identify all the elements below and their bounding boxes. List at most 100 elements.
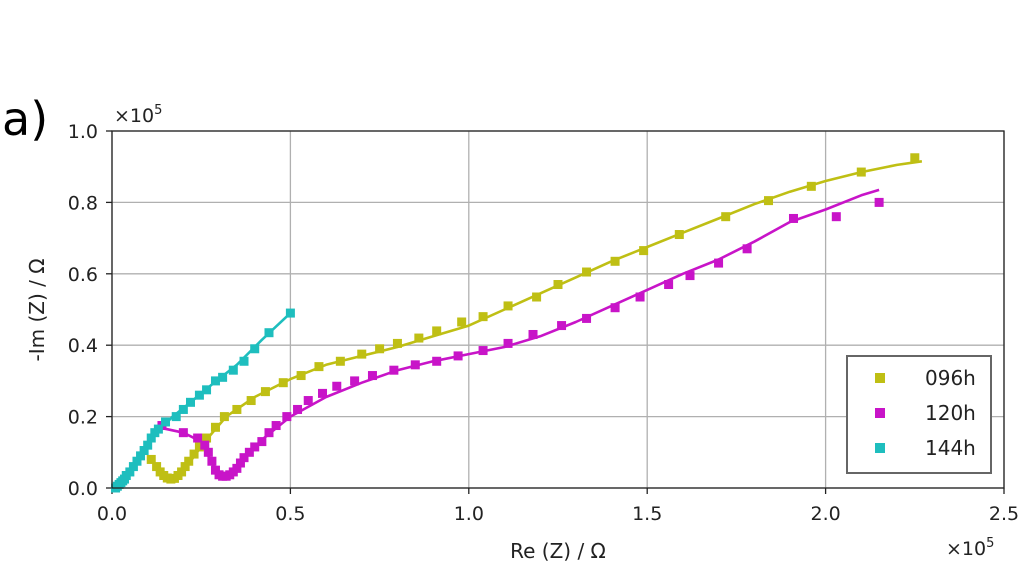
data-point-096h	[184, 456, 194, 466]
data-point-096h	[457, 317, 467, 327]
data-point-096h	[278, 378, 288, 388]
data-point-096h	[335, 356, 345, 366]
data-point-096h	[432, 326, 442, 336]
data-point-120h	[235, 458, 245, 468]
data-point-096h	[296, 371, 306, 381]
data-point-120h	[244, 447, 254, 457]
legend-marker-144h	[875, 443, 885, 453]
data-point-144h	[139, 446, 149, 456]
data-point-096h	[910, 153, 920, 163]
data-point-096h	[503, 301, 513, 311]
data-point-120h	[685, 271, 695, 281]
data-point-120h	[874, 197, 884, 207]
data-point-120h	[432, 356, 442, 366]
data-point-096h	[194, 442, 204, 452]
data-point-096h	[260, 387, 270, 397]
data-point-120h	[528, 329, 538, 339]
data-point-096h	[202, 433, 212, 443]
data-point-096h	[146, 454, 156, 464]
data-point-144h	[171, 412, 181, 422]
data-point-096h	[152, 462, 162, 472]
data-point-096h	[219, 412, 229, 422]
data-point-120h	[635, 292, 645, 302]
legend-marker-120h	[875, 408, 885, 418]
data-point-096h	[610, 256, 620, 266]
data-point-096h	[553, 280, 563, 290]
data-point-144h	[239, 356, 249, 366]
y-axis-ticks: 0.0 0.2 0.4 0.6 0.8 1.0	[68, 121, 112, 500]
data-point-120h	[664, 280, 674, 290]
fit-curves	[111, 160, 923, 490]
legend-box	[846, 355, 992, 474]
y-tick-label: 0.6	[68, 264, 98, 286]
data-point-120h	[367, 371, 377, 381]
data-point-120h	[788, 213, 798, 223]
data-point-096h	[806, 181, 816, 191]
data-point-096h	[764, 196, 774, 206]
y-tick-label: 0.2	[68, 407, 98, 429]
data-point-096h	[414, 333, 424, 343]
data-point-120h	[318, 388, 328, 398]
x-tick-label: 0.0	[97, 503, 127, 525]
data-point-120h	[742, 244, 752, 254]
data-point-120h	[193, 433, 203, 443]
data-point-120h	[210, 465, 220, 475]
panel-label: a)	[2, 92, 49, 146]
data-point-120h	[453, 351, 463, 361]
data-point-144h	[161, 417, 171, 427]
x-tick-label: 2.0	[810, 503, 840, 525]
data-point-144h	[132, 456, 142, 466]
data-point-096h	[582, 267, 592, 277]
data-point-120h	[271, 421, 281, 431]
data-point-096h	[189, 449, 199, 459]
y-tick-label: 1.0	[68, 121, 98, 143]
data-point-120h	[293, 404, 303, 414]
y-multiplier: ×105	[114, 103, 162, 127]
data-point-144h	[178, 404, 188, 414]
data-point-120h	[332, 381, 342, 391]
legend-label-096h: 096h	[925, 366, 976, 390]
data-point-120h	[410, 360, 420, 370]
data-point-144h	[185, 397, 195, 407]
data-point-144h	[285, 308, 295, 318]
data-point-096h	[639, 246, 649, 256]
data-point-144h	[194, 390, 204, 400]
data-point-144h	[125, 467, 135, 477]
data-point-096h	[478, 312, 488, 322]
x-multiplier: ×105	[946, 536, 994, 560]
data-point-144h	[210, 376, 220, 386]
data-point-120h	[239, 453, 249, 463]
data-point-120h	[303, 396, 313, 406]
data-point-096h	[246, 396, 256, 406]
data-point-144h	[218, 372, 228, 382]
data-point-144h	[153, 424, 163, 434]
x-tick-label: 1.5	[632, 503, 662, 525]
y-tick-label: 0.8	[68, 192, 98, 214]
data-points	[111, 153, 920, 493]
data-point-120h	[250, 442, 260, 452]
data-point-096h	[674, 230, 684, 240]
data-point-144h	[146, 433, 156, 443]
data-point-096h	[210, 422, 220, 432]
data-point-096h	[856, 167, 866, 177]
data-point-120h	[610, 303, 620, 313]
y-tick-label: 0.0	[68, 478, 98, 500]
data-point-144h	[202, 385, 212, 395]
data-point-120h	[264, 428, 274, 438]
data-point-120h	[207, 456, 217, 466]
data-point-120h	[714, 258, 724, 268]
data-point-096h	[232, 404, 242, 414]
data-point-120h	[257, 437, 267, 447]
y-tick-label: 0.4	[68, 335, 98, 357]
x-axis-ticks: 0.0 0.5 1.0 1.5 2.0 2.5	[97, 488, 1019, 525]
data-point-144h	[250, 344, 260, 354]
data-point-096h	[532, 292, 542, 302]
data-point-096h	[177, 467, 187, 477]
x-tick-label: 2.5	[989, 503, 1019, 525]
data-point-096h	[392, 338, 402, 348]
data-point-120h	[200, 440, 210, 450]
data-point-144h	[264, 328, 274, 338]
data-point-120h	[282, 412, 292, 422]
data-point-120h	[478, 346, 488, 356]
